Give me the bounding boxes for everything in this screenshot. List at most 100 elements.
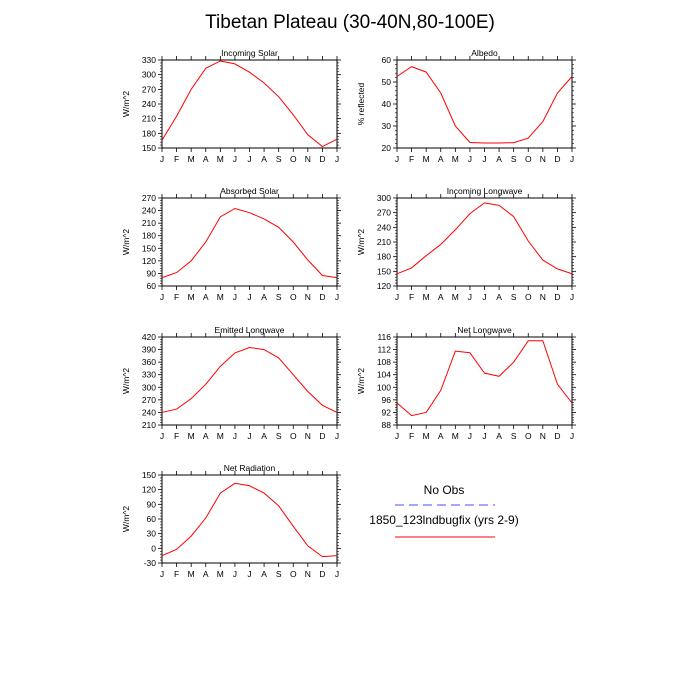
absorbed-solar-xtick-label: N xyxy=(305,292,311,302)
net-radiation-ytick-label: 30 xyxy=(147,529,157,539)
legend-label-no-obs: No Obs xyxy=(424,483,465,497)
incoming-longwave-xtick-label: N xyxy=(540,292,546,302)
net-radiation-xtick-label: A xyxy=(261,569,267,579)
incoming-longwave-xtick-label: A xyxy=(438,292,444,302)
net-longwave-ytick-label: 116 xyxy=(377,332,391,342)
albedo-xtick-label: N xyxy=(540,154,546,164)
incoming-solar-xtick-label: J xyxy=(247,154,251,164)
net-radiation-xtick-label: D xyxy=(319,569,325,579)
absorbed-solar-ytick-label: 60 xyxy=(147,281,157,291)
incoming-longwave-xtick-label: A xyxy=(496,292,502,302)
absorbed-solar-xtick-label: M xyxy=(217,292,224,302)
chart-panels: Incoming SolarW/m^2150180210240270300330… xyxy=(121,48,576,579)
albedo-series-line xyxy=(396,66,573,144)
albedo-ytick-label: 60 xyxy=(382,55,392,65)
incoming-longwave-xtick-label: O xyxy=(525,292,532,302)
net-radiation-plot-frame xyxy=(161,474,338,564)
incoming-solar-ytick-label: 300 xyxy=(142,70,156,80)
albedo-xtick-label: M xyxy=(423,154,430,164)
net-radiation-title: Net Radiation xyxy=(224,463,276,473)
chart-absorbed-solar: Absorbed Solar W/m^2 60 90 120 150 180 210 240 27… xyxy=(121,186,341,302)
incoming-solar-ylabel: W/m^2 xyxy=(121,91,131,117)
net-radiation-ytick-label: -30 xyxy=(144,558,157,568)
albedo-xtick-label: O xyxy=(525,154,532,164)
emitted-longwave-xtick-label: S xyxy=(276,431,282,441)
incoming-longwave-title: Incoming Longwave xyxy=(447,186,523,196)
incoming-longwave-ytick-label: 180 xyxy=(377,252,391,262)
incoming-longwave-ytick-label: 300 xyxy=(377,193,391,203)
net-longwave-ytick-label: 96 xyxy=(382,395,392,405)
albedo-xtick-label: J xyxy=(395,154,399,164)
absorbed-solar-ytick-label: 210 xyxy=(142,218,156,228)
incoming-solar-xtick-label: S xyxy=(276,154,282,164)
absorbed-solar-xtick-label: J xyxy=(247,292,251,302)
albedo-plot-frame xyxy=(396,59,573,149)
incoming-longwave-ytick-label: 240 xyxy=(377,222,391,232)
emitted-longwave-ytick-label: 360 xyxy=(142,357,156,367)
absorbed-solar-xtick-label: O xyxy=(290,292,297,302)
net-longwave-xtick-label: J xyxy=(482,431,486,441)
absorbed-solar-xtick-label: D xyxy=(319,292,325,302)
net-radiation-ytick-label: 90 xyxy=(147,499,157,509)
emitted-longwave-ytick-label: 330 xyxy=(142,370,156,380)
absorbed-solar-xtick-label: A xyxy=(203,292,209,302)
absorbed-solar-plot-frame xyxy=(161,197,338,287)
emitted-longwave-ylabel: W/m^2 xyxy=(121,368,131,394)
emitted-longwave-ytick-label: 420 xyxy=(142,332,156,342)
albedo-xtick-label: M xyxy=(452,154,459,164)
albedo-xtick-label: J xyxy=(482,154,486,164)
incoming-longwave-xtick-label: D xyxy=(554,292,560,302)
incoming-longwave-xtick-label: F xyxy=(409,292,414,302)
net-longwave-xtick-label: N xyxy=(540,431,546,441)
emitted-longwave-xtick-label: J xyxy=(335,431,339,441)
emitted-longwave-xtick-label: J xyxy=(233,431,237,441)
absorbed-solar-ylabel: W/m^2 xyxy=(121,229,131,255)
net-longwave-xtick-label: A xyxy=(496,431,502,441)
net-longwave-ytick-label: 104 xyxy=(377,370,391,380)
emitted-longwave-ytick-label: 210 xyxy=(142,420,156,430)
incoming-solar-ytick-label: 180 xyxy=(142,128,156,138)
incoming-longwave-series-line xyxy=(396,202,573,275)
net-radiation-xtick-label: S xyxy=(276,569,282,579)
incoming-longwave-xtick-label: J xyxy=(482,292,486,302)
absorbed-solar-xtick-label: M xyxy=(188,292,195,302)
incoming-solar-ytick-label: 330 xyxy=(142,55,156,65)
emitted-longwave-series-line xyxy=(161,346,338,413)
net-radiation-xtick-label: M xyxy=(188,569,195,579)
net-radiation-xtick-label: J xyxy=(247,569,251,579)
emitted-longwave-ytick-label: 270 xyxy=(142,395,156,405)
incoming-longwave-plot-frame xyxy=(396,197,573,287)
net-radiation-ytick-label: 120 xyxy=(142,485,156,495)
net-longwave-xtick-label: J xyxy=(468,431,472,441)
incoming-solar-xtick-label: O xyxy=(290,154,297,164)
albedo-xtick-label: D xyxy=(554,154,560,164)
chart-emitted-longwave: Emitted Longwave W/m^2 210 240 270 300 330 360 3… xyxy=(121,325,341,441)
incoming-longwave-ylabel: W/m^2 xyxy=(356,229,366,255)
absorbed-solar-ytick-label: 120 xyxy=(142,256,156,266)
incoming-solar-ytick-label: 270 xyxy=(142,84,156,94)
emitted-longwave-xtick-label: M xyxy=(188,431,195,441)
absorbed-solar-xtick-label: J xyxy=(335,292,339,302)
incoming-solar-xtick-label: J xyxy=(335,154,339,164)
net-radiation-xtick-label: A xyxy=(203,569,209,579)
net-radiation-xtick-label: N xyxy=(305,569,311,579)
incoming-solar-ytick-label: 240 xyxy=(142,99,156,109)
net-longwave-ylabel: W/m^2 xyxy=(356,368,366,394)
legend: No Obs 1850_123lndbugfix (yrs 2-9) xyxy=(369,483,519,538)
albedo-xtick-label: J xyxy=(570,154,574,164)
albedo-ytick-label: 30 xyxy=(382,121,392,131)
absorbed-solar-xtick-label: J xyxy=(233,292,237,302)
albedo-ylabel: % reflected xyxy=(356,82,366,125)
albedo-ytick-label: 20 xyxy=(382,143,392,153)
incoming-solar-xtick-label: M xyxy=(188,154,195,164)
net-radiation-xtick-label: J xyxy=(335,569,339,579)
net-radiation-ytick-label: 60 xyxy=(147,514,157,524)
net-longwave-xtick-label: J xyxy=(395,431,399,441)
albedo-ytick-label: 40 xyxy=(382,99,392,109)
incoming-solar-xtick-label: A xyxy=(203,154,209,164)
incoming-longwave-ytick-label: 120 xyxy=(377,281,391,291)
net-radiation-ylabel: W/m^2 xyxy=(121,506,131,532)
incoming-solar-xtick-label: N xyxy=(305,154,311,164)
